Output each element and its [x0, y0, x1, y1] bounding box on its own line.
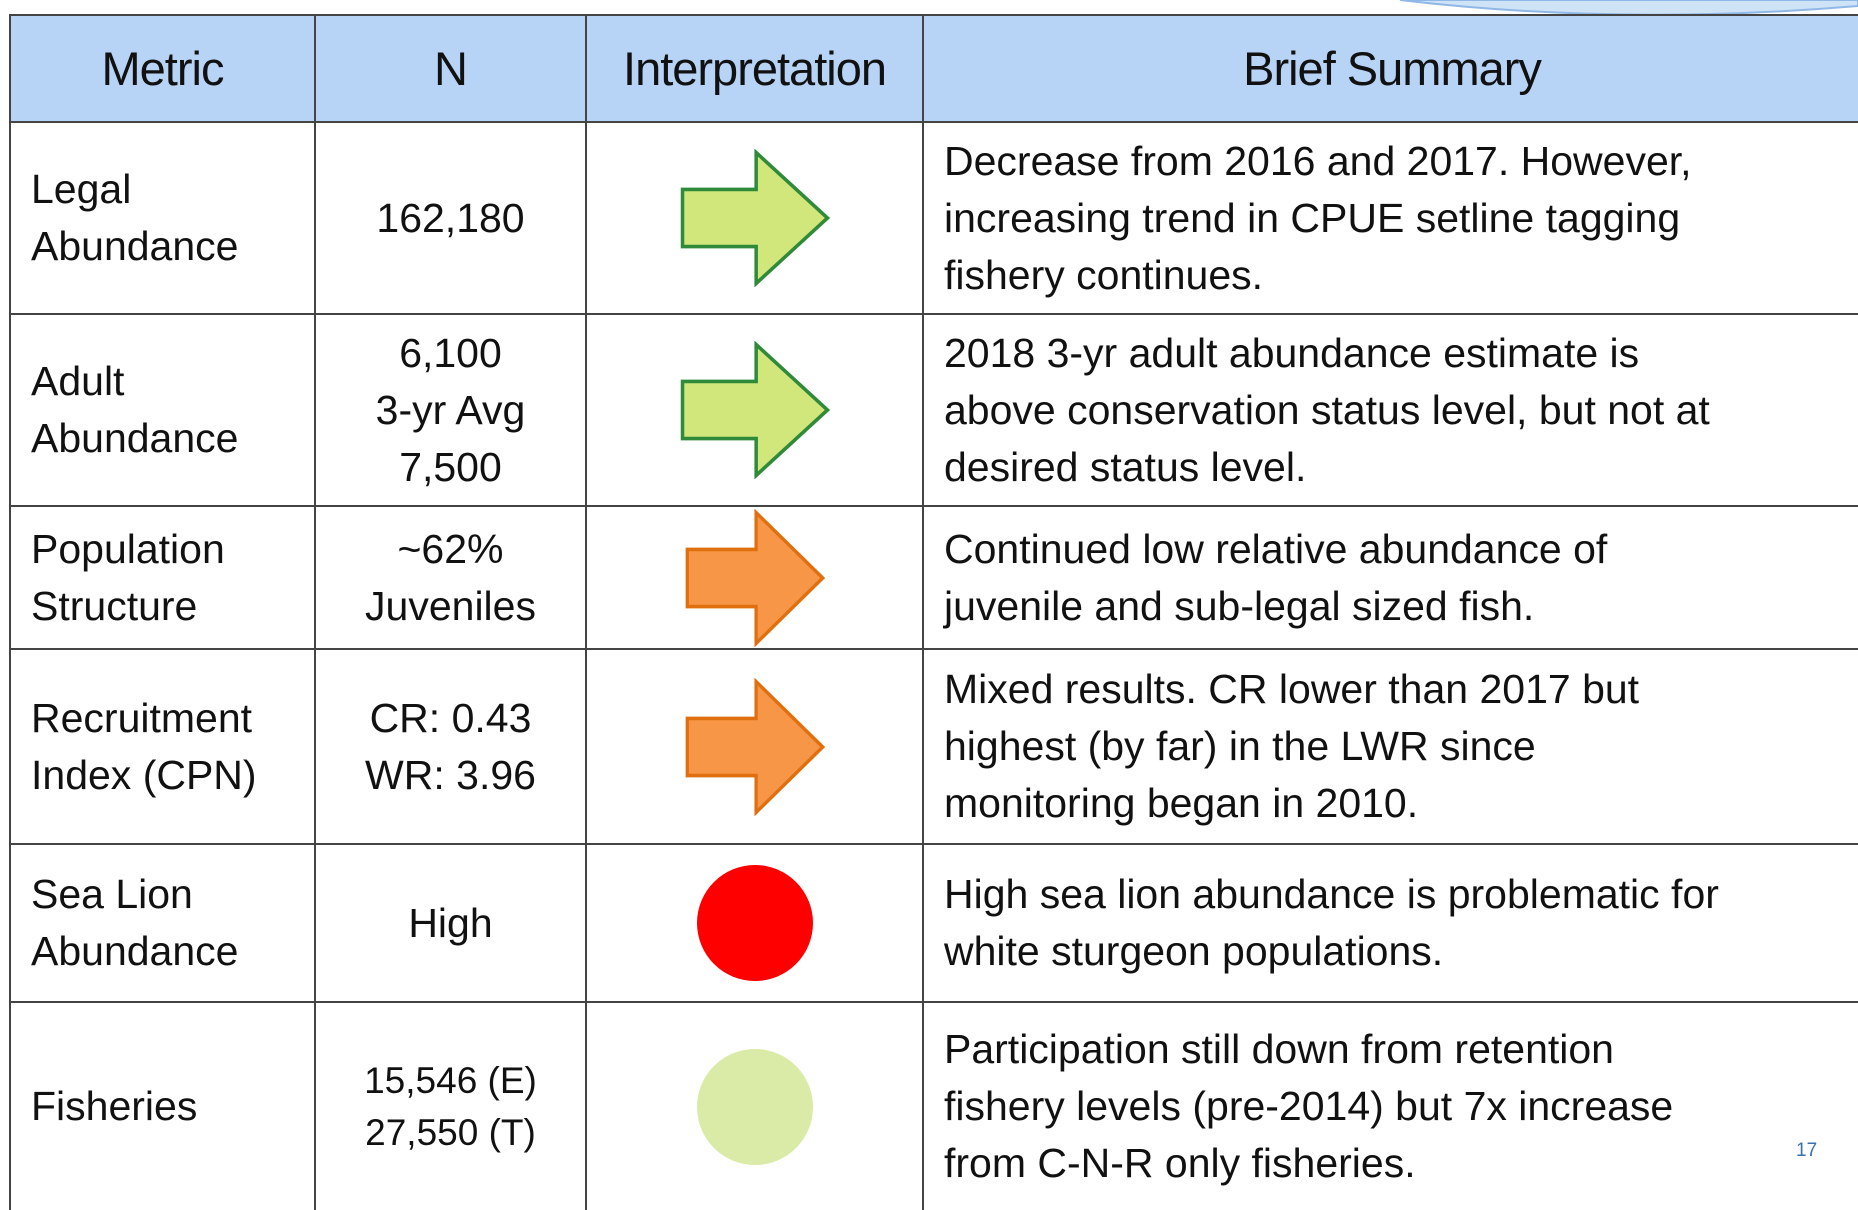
- metric-cell: Adult Abundance: [9, 313, 314, 505]
- cell-text: Legal Abundance: [31, 166, 239, 269]
- summary-cell: Mixed results. CR lower than 2017 but hi…: [922, 648, 1858, 843]
- interpretation-cell: [585, 505, 922, 648]
- n-cell: 15,546 (E) 27,550 (T): [314, 1001, 585, 1210]
- n-cell: High: [314, 843, 585, 1001]
- cell-text: CR: 0.43 WR: 3.96: [365, 694, 536, 798]
- metric-cell: Population Structure: [9, 505, 314, 648]
- header-cell: Interpretation: [585, 14, 922, 121]
- arrow-icon: [685, 508, 825, 647]
- cell-text: Participation still down from retention …: [944, 1026, 1674, 1186]
- metric-cell: Legal Abundance: [9, 121, 314, 313]
- circle-icon: [696, 865, 813, 981]
- header-cell: Brief Summary: [922, 14, 1858, 121]
- header-cell: Metric: [9, 14, 314, 121]
- cell-text: 162,180: [376, 194, 525, 241]
- arrow-icon: [680, 341, 830, 479]
- cell-text: High: [408, 899, 493, 946]
- interpretation-cell: [585, 843, 922, 1001]
- cell-text: Metric: [101, 42, 225, 95]
- metric-cell: Fisheries: [9, 1001, 314, 1210]
- cell-text: Continued low relative abundance of juve…: [944, 525, 1608, 629]
- cell-text: Sea Lion Abundance: [31, 871, 239, 974]
- decor-band: [1399, 0, 1858, 16]
- summary-cell: Continued low relative abundance of juve…: [922, 505, 1858, 648]
- cell-text: Mixed results. CR lower than 2017 but hi…: [944, 666, 1640, 826]
- interpretation-cell: [585, 648, 922, 843]
- header-cell: N: [314, 14, 585, 121]
- summary-cell: 2018 3-yr adult abundance estimate is ab…: [922, 313, 1858, 505]
- cell-text: 15,546 (E) 27,550 (T): [364, 1059, 537, 1153]
- cell-text: Interpretation: [623, 42, 887, 95]
- cell-text: Decrease from 2016 and 2017. However, in…: [944, 137, 1692, 298]
- interpretation-cell: [585, 313, 922, 505]
- summary-cell: Participation still down from retention …: [922, 1001, 1858, 1210]
- cell-text: 2018 3-yr adult abundance estimate is ab…: [944, 329, 1710, 490]
- interpretation-cell: [585, 1001, 922, 1210]
- metric-cell: Recruitment Index (CPN): [9, 648, 314, 843]
- n-cell: ~62% Juveniles: [314, 505, 585, 648]
- n-cell: 6,100 3-yr Avg 7,500: [314, 313, 585, 505]
- summary-cell: Decrease from 2016 and 2017. However, in…: [922, 121, 1858, 313]
- circle-icon: [696, 1048, 813, 1165]
- cell-text: 6,100 3-yr Avg 7,500: [375, 329, 526, 490]
- cell-text: Fisheries: [31, 1083, 198, 1129]
- metric-cell: Sea Lion Abundance: [9, 843, 314, 1001]
- summary-cell: High sea lion abundance is problematic f…: [922, 843, 1858, 1001]
- cell-text: High sea lion abundance is problematic f…: [944, 871, 1719, 974]
- cell-text: Population Structure: [31, 525, 225, 629]
- cell-text: N: [434, 42, 468, 95]
- cell-text: ~62% Juveniles: [365, 525, 536, 629]
- arrow-icon: [685, 677, 825, 816]
- cell-text: Recruitment Index (CPN): [31, 694, 257, 798]
- cell-text: Brief Summary: [1243, 42, 1542, 95]
- cell-text: Adult Abundance: [31, 358, 239, 461]
- page-number: 17: [1796, 1140, 1818, 1161]
- interpretation-cell: [585, 121, 922, 313]
- arrow-icon: [680, 149, 830, 287]
- n-cell: 162,180: [314, 121, 585, 313]
- n-cell: CR: 0.43 WR: 3.96: [314, 648, 585, 843]
